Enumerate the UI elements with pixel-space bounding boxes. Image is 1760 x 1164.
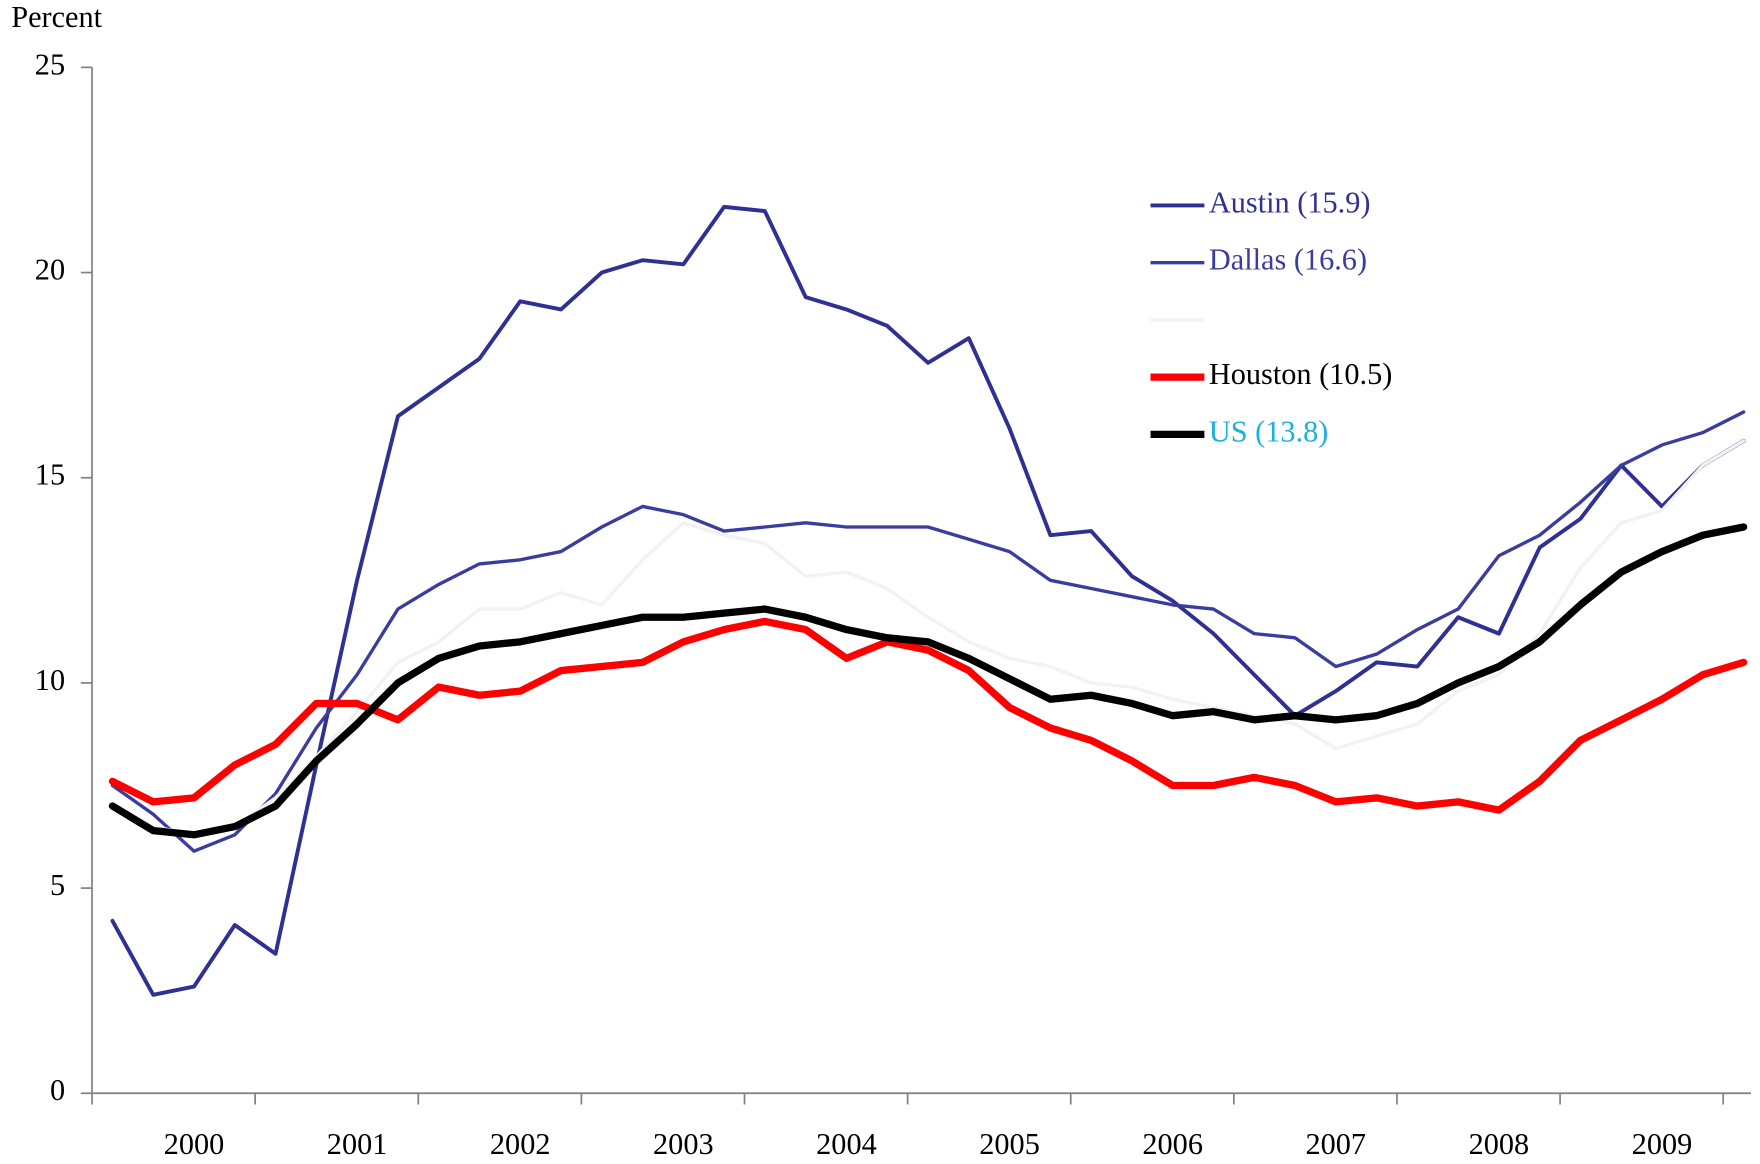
y-axis-label: Percent (11, 0, 102, 34)
series-line (110, 204, 1746, 997)
legend-label: US (13.8) (1209, 414, 1329, 448)
x-tick-label: 2001 (327, 1127, 388, 1161)
x-tick-label: 2007 (1305, 1127, 1366, 1161)
series-line (108, 523, 1748, 839)
legend-label: Houston (10.5) (1209, 357, 1392, 391)
x-tick-label: 2008 (1469, 1127, 1530, 1161)
series-line (108, 617, 1748, 814)
x-tick-label: 2000 (164, 1127, 225, 1161)
x-tick-label: 2004 (816, 1127, 877, 1161)
y-tick-label: 20 (35, 252, 65, 286)
y-tick-label: 0 (50, 1073, 65, 1107)
y-tick-label: 15 (35, 458, 65, 492)
x-tick-label: 2006 (1142, 1127, 1203, 1161)
y-tick-label: 10 (35, 663, 65, 697)
x-tick-label: 2005 (979, 1127, 1040, 1161)
series-line (110, 439, 1746, 837)
series-line (110, 410, 1746, 853)
legend-label: Austin (15.9) (1209, 185, 1371, 219)
y-tick-label: 5 (50, 868, 65, 902)
x-tick-label: 2003 (653, 1127, 714, 1161)
x-tick-label: 2002 (490, 1127, 551, 1161)
x-tick-label: 2009 (1632, 1127, 1693, 1161)
legend-label: Dallas (16.6) (1209, 243, 1367, 277)
y-tick-label: 25 (35, 47, 65, 81)
